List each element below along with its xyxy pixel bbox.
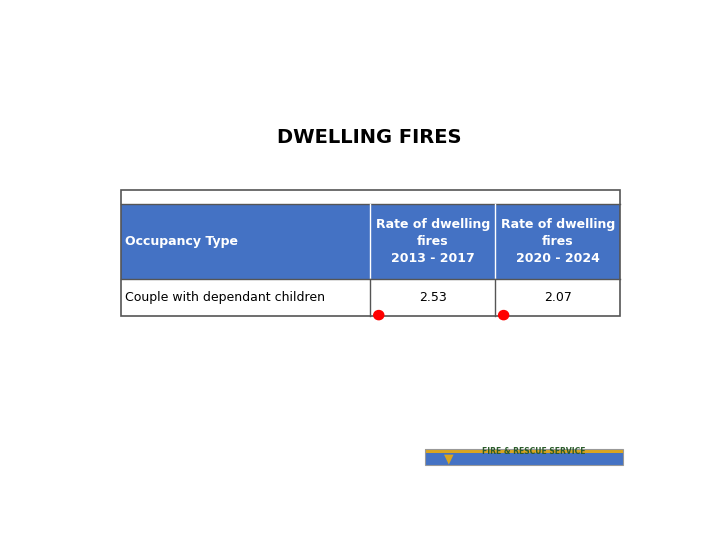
Text: 2.53: 2.53	[419, 291, 446, 304]
Bar	[425, 449, 623, 465]
Text: FIRE & RESCUE SERVICE: FIRE & RESCUE SERVICE	[482, 447, 585, 456]
Text: Couple with dependant children: Couple with dependant children	[125, 291, 325, 304]
Text: Rate of dwelling
fires
2020 - 2024: Rate of dwelling fires 2020 - 2024	[500, 218, 615, 265]
Bar	[121, 190, 620, 204]
Bar	[121, 204, 620, 279]
Text: ▼: ▼	[444, 453, 454, 465]
Ellipse shape	[374, 310, 384, 320]
Text: Rate of dwelling
fires
2013 - 2017: Rate of dwelling fires 2013 - 2017	[376, 218, 490, 265]
Text: DWELLING FIRES: DWELLING FIRES	[276, 128, 462, 147]
Bar	[121, 190, 620, 316]
Bar	[121, 279, 620, 316]
Text: 2.07: 2.07	[544, 291, 572, 304]
Text: Occupancy Type: Occupancy Type	[125, 235, 238, 248]
Ellipse shape	[498, 310, 508, 320]
Bar	[425, 449, 623, 453]
Bar	[425, 453, 623, 465]
